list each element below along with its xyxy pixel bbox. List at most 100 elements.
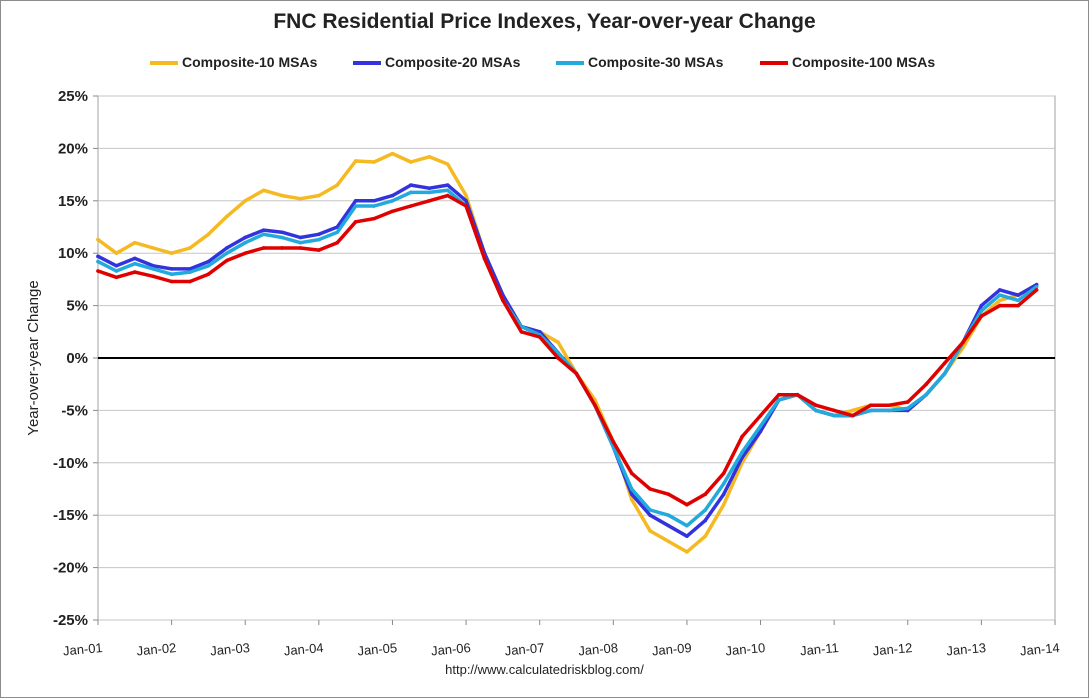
data-point: [979, 303, 984, 308]
data-point: [445, 162, 450, 166]
data-point: [942, 361, 947, 366]
data-point: [317, 232, 321, 237]
source-url: http://www.calculatedriskblog.com/: [445, 662, 644, 677]
data-point: [335, 183, 340, 187]
data-point: [685, 534, 689, 538]
data-point: [96, 237, 100, 242]
x-tick-label: Jan-14: [1019, 640, 1060, 658]
data-point: [1016, 293, 1020, 297]
data-point: [593, 403, 597, 407]
data-point: [427, 199, 432, 203]
x-tick-label: Jan-03: [210, 640, 251, 658]
legend: Composite-10 MSAs Composite-20 MSAs Compos…: [0, 53, 1089, 73]
data-point: [997, 293, 1002, 297]
data-point: [390, 199, 395, 203]
data-point: [261, 228, 266, 232]
data-point: [317, 193, 321, 198]
data-point: [280, 235, 284, 240]
data-point: [445, 193, 450, 198]
y-tick-label: -20%: [53, 560, 88, 577]
data-point: [979, 309, 984, 313]
x-tick-label: Jan-02: [136, 640, 177, 658]
data-point: [703, 508, 708, 512]
legend-swatch: [760, 61, 788, 65]
data-point: [464, 193, 468, 198]
data-point: [519, 330, 524, 334]
legend-swatch: [556, 61, 584, 65]
data-point: [261, 246, 266, 250]
data-point: [114, 263, 119, 268]
data-point: [169, 267, 174, 271]
data-point: [335, 230, 340, 235]
data-point: [979, 314, 984, 318]
data-point: [777, 398, 781, 402]
data-point: [721, 492, 726, 497]
data-point: [813, 408, 818, 413]
data-point: [225, 258, 229, 263]
data-point: [427, 154, 432, 159]
x-tick-label: Jan-13: [946, 640, 987, 658]
data-point: [188, 246, 192, 250]
data-point: [409, 160, 413, 164]
data-point: [243, 240, 248, 245]
data-point: [850, 408, 855, 413]
data-point: [390, 151, 395, 156]
data-point: [997, 288, 1002, 292]
data-point: [390, 209, 395, 214]
data-point: [409, 204, 413, 208]
data-point: [629, 471, 634, 476]
y-tick-label: -5%: [61, 402, 88, 419]
data-point: [206, 263, 211, 268]
data-point: [648, 513, 652, 517]
data-point: [924, 382, 928, 387]
data-point: [225, 214, 229, 219]
data-point: [353, 199, 358, 203]
data-point: [151, 274, 156, 279]
data-point: [133, 270, 137, 274]
y-tick-label: 15%: [58, 193, 88, 210]
data-point: [133, 240, 137, 245]
x-tick-label: Jan-10: [725, 640, 766, 658]
data-point: [832, 413, 836, 418]
data-point: [666, 539, 671, 544]
data-point: [648, 508, 652, 512]
data-point: [151, 246, 156, 250]
x-tick-label: Jan-09: [651, 640, 692, 658]
data-point: [96, 254, 100, 259]
data-point: [832, 408, 836, 413]
x-tick-label: Jan-08: [578, 640, 619, 658]
data-point: [887, 408, 892, 413]
data-point: [243, 235, 248, 240]
data-point: [372, 199, 376, 203]
data-point: [280, 230, 284, 235]
data-point: [537, 335, 542, 339]
data-point: [721, 471, 726, 476]
data-point: [298, 246, 303, 250]
data-point: [188, 270, 192, 274]
data-point: [666, 513, 671, 517]
y-tick-label: 10%: [58, 245, 88, 262]
data-point: [96, 259, 100, 264]
series-line: [96, 188, 1039, 528]
y-tick-label: 5%: [66, 298, 88, 315]
data-point: [629, 497, 634, 502]
data-point: [648, 487, 652, 491]
data-point: [666, 492, 671, 497]
series-lines: [96, 151, 1039, 554]
data-point: [298, 196, 303, 201]
gridlines: [97, 95, 1056, 621]
data-point: [114, 269, 119, 273]
legend-label: Composite-10 MSAs: [182, 54, 318, 70]
data-point: [703, 534, 708, 538]
data-point: [556, 356, 560, 360]
data-point: [225, 246, 229, 250]
data-point: [372, 204, 376, 208]
data-point: [666, 523, 671, 528]
data-point: [133, 261, 137, 266]
data-point: [997, 303, 1002, 308]
data-point: [409, 183, 413, 187]
data-point: [169, 251, 174, 255]
x-tick-label: Jan-11: [799, 640, 839, 658]
data-point: [409, 190, 413, 195]
data-point: [924, 392, 928, 397]
